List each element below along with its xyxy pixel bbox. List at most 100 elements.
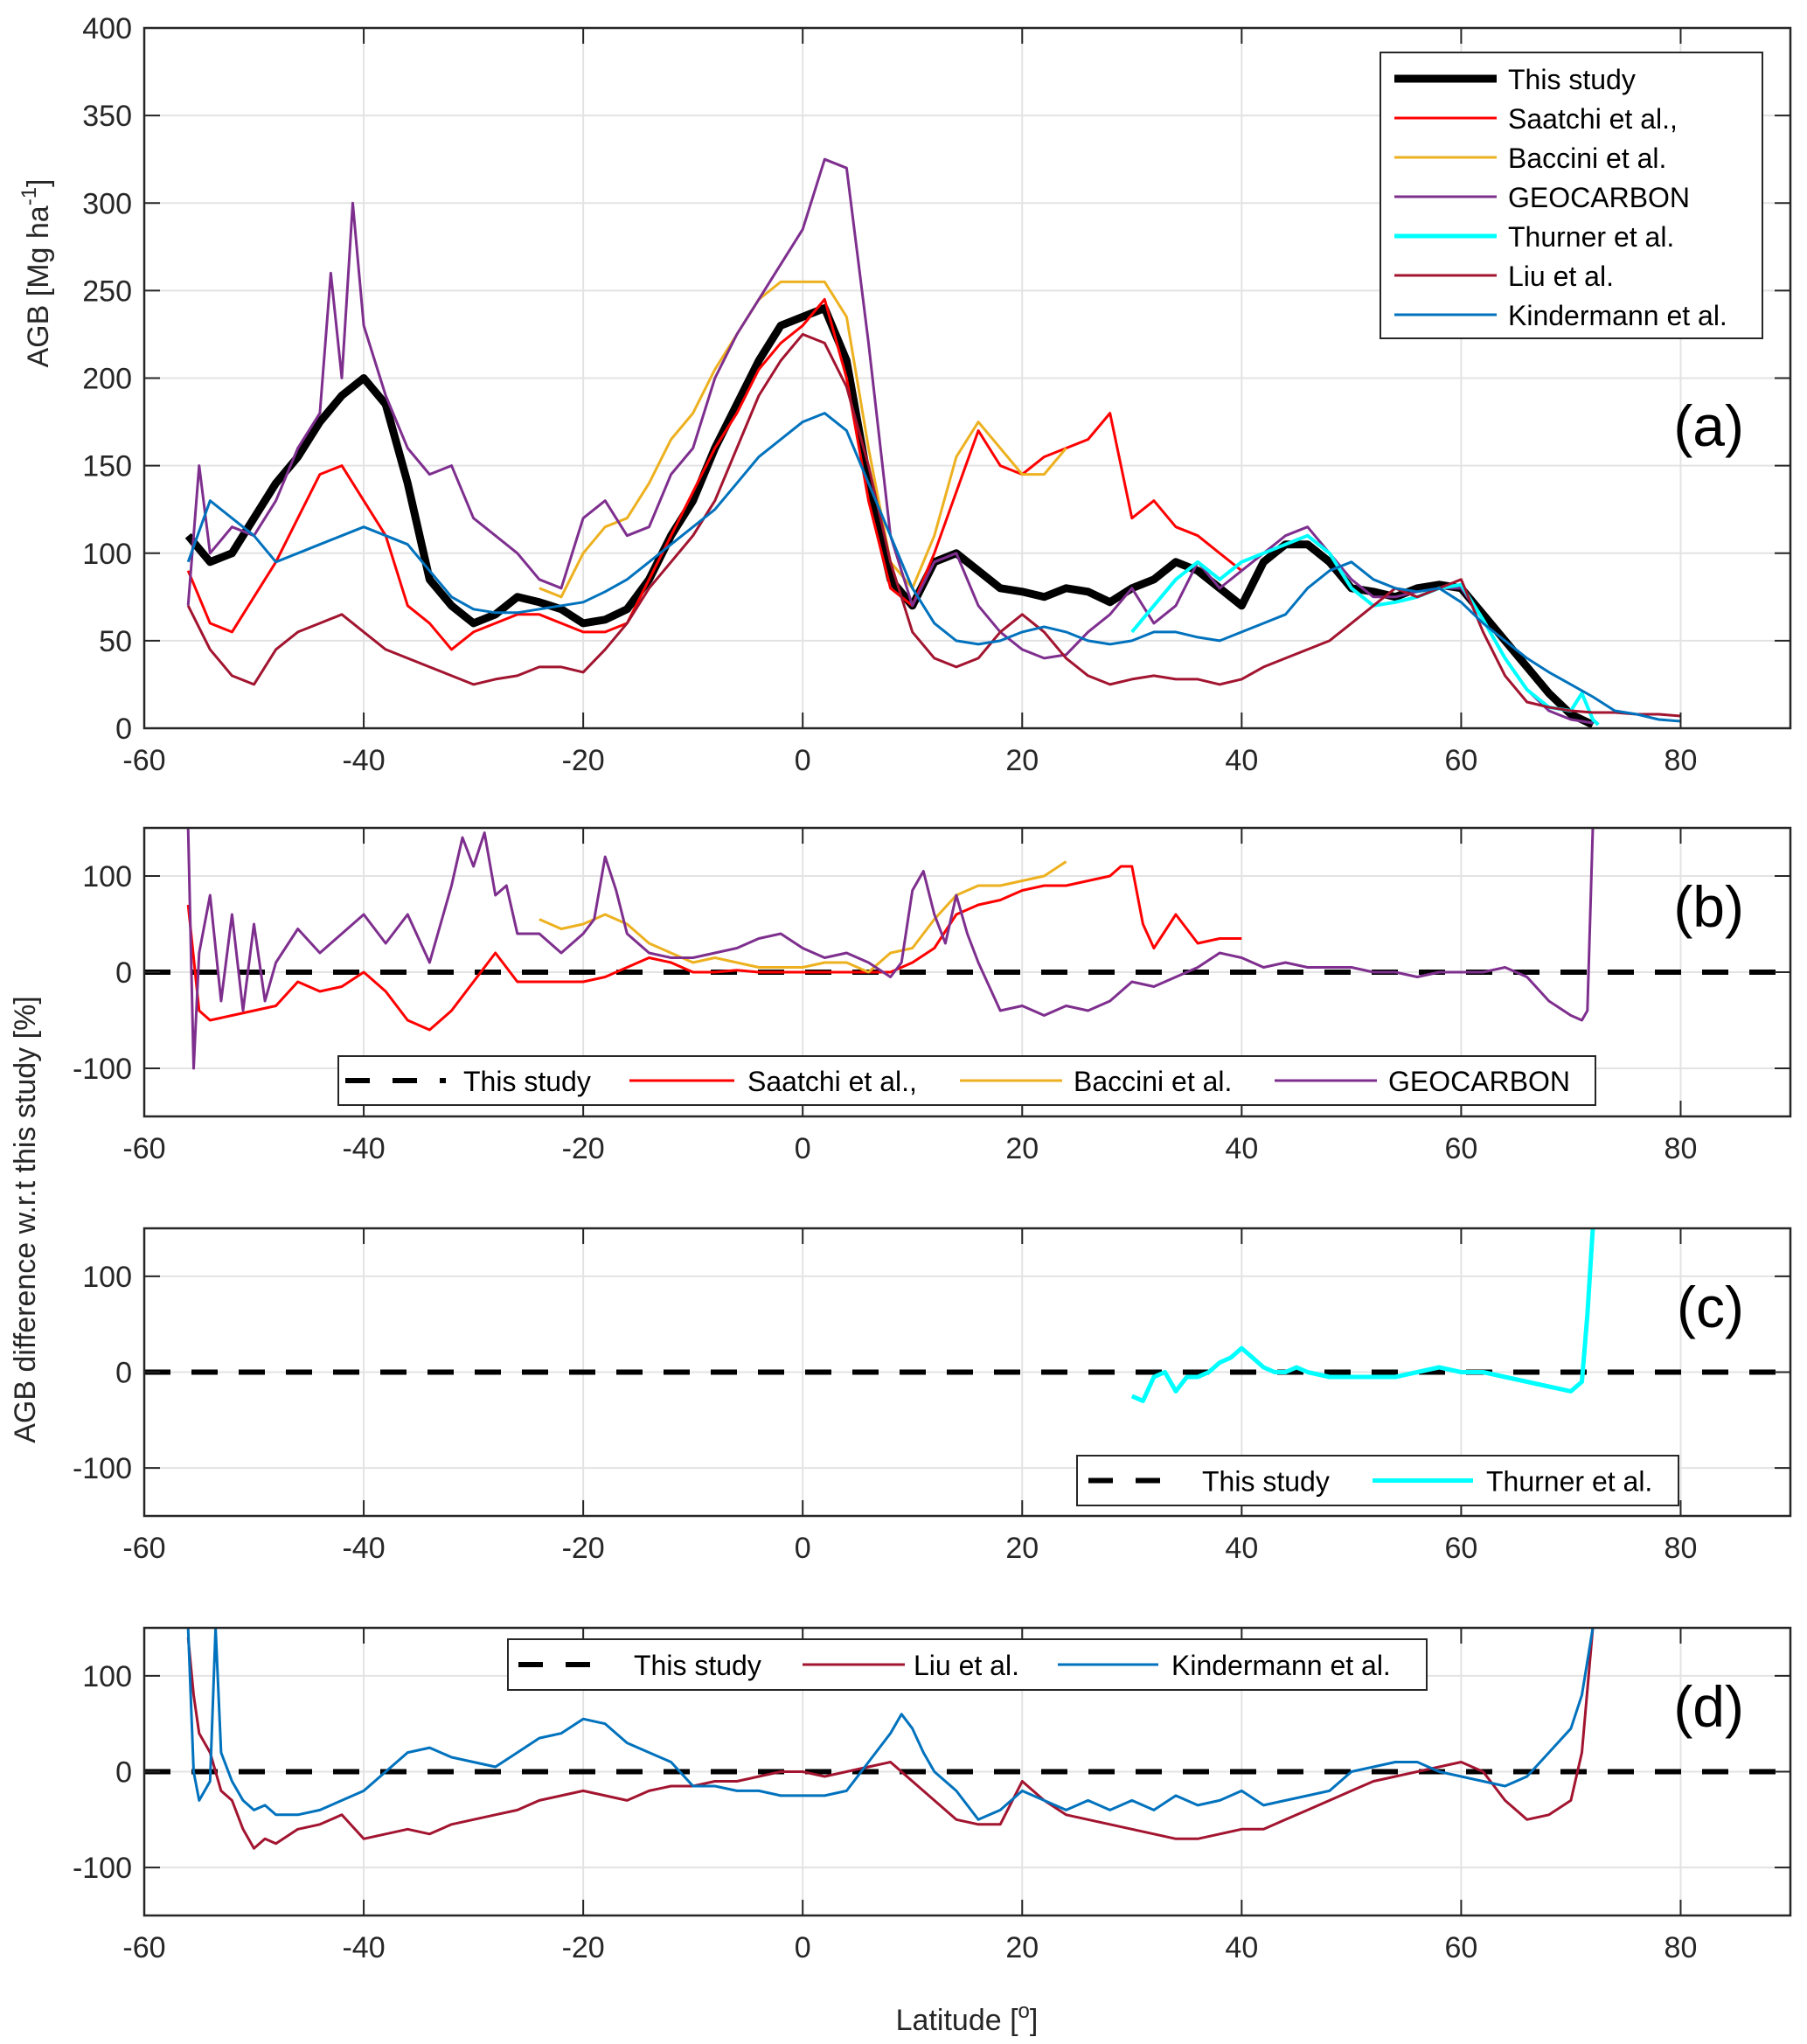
legend-label: Kindermann et al. xyxy=(1171,1650,1391,1681)
y-tick-label: 300 xyxy=(82,187,132,220)
y-tick-label: 100 xyxy=(82,538,132,571)
legend-label: Liu et al. xyxy=(914,1650,1019,1681)
y-tick-label: 100 xyxy=(82,1261,132,1294)
x-tick-label: 80 xyxy=(1665,1532,1698,1565)
x-tick-label: 80 xyxy=(1665,1931,1698,1964)
legend-label: Thurner et al. xyxy=(1486,1466,1652,1498)
legend-label: Baccini et al. xyxy=(1508,143,1666,174)
series-line-this-study xyxy=(184,303,1595,728)
legend-label: Liu et al. xyxy=(1508,261,1614,292)
legend-box xyxy=(507,1638,1428,1691)
x-tick-label: 20 xyxy=(1005,1132,1039,1165)
y-tick-label: 0 xyxy=(115,956,132,990)
x-tick-label: 0 xyxy=(795,744,811,777)
x-tick-label: 0 xyxy=(795,1931,811,1964)
x-tick-label: -40 xyxy=(342,1132,385,1165)
figure-y-axis-label: AGB difference w.r.t this study [%] xyxy=(9,996,42,1443)
legend-d: This study Liu et al. Kindermann et al. xyxy=(507,1638,1428,1691)
x-tick-label: 60 xyxy=(1444,744,1477,777)
x-tick-label: 60 xyxy=(1444,1931,1477,1964)
legend-label: Saatchi et al., xyxy=(1508,103,1678,135)
x-tick-label: -40 xyxy=(342,1931,385,1964)
legend-label: This study xyxy=(1508,64,1636,95)
legend-c: This study Thurner et al. xyxy=(1076,1455,1679,1506)
legend-a: This study Saatchi et al., Baccini et al. G… xyxy=(1380,52,1763,339)
x-tick-label: -60 xyxy=(122,1132,165,1165)
x-tick-label: 20 xyxy=(1005,1931,1039,1964)
panel-tag-d: (d) xyxy=(1673,1674,1744,1739)
x-axis-label-superscript: o xyxy=(1018,1999,1030,2023)
x-axis-label-text: Latitude [ xyxy=(896,2004,1018,2037)
x-tick-label: 40 xyxy=(1225,1132,1258,1165)
panel-tag-a: (a) xyxy=(1673,393,1744,458)
legend-label: This study xyxy=(1202,1466,1330,1498)
y-tick-label: 100 xyxy=(82,860,132,893)
y-tick-label: 50 xyxy=(99,625,132,658)
series-line-geocarbon xyxy=(186,157,1594,725)
y-tick-label: -100 xyxy=(73,1852,132,1885)
legend-label: Saatchi et al., xyxy=(747,1066,917,1097)
series-line-thurner-et-al xyxy=(1130,533,1600,727)
series-line-geocarbon xyxy=(186,828,1595,1070)
y-tick-label: 0 xyxy=(115,713,132,746)
series-group xyxy=(144,1628,1790,1850)
series-line-saatchi-et-al xyxy=(186,297,1243,651)
legend-label: Kindermann et al. xyxy=(1508,300,1727,331)
series-line-kindermann-et-al xyxy=(186,412,1681,723)
legend-label: GEOCARBON xyxy=(1508,182,1690,213)
series-group xyxy=(184,157,1681,728)
legend-label: Thurner et al. xyxy=(1508,221,1674,253)
y-tick-label: 400 xyxy=(82,12,132,45)
y-tick-label: -100 xyxy=(73,1452,132,1485)
y-tick-label: -100 xyxy=(73,1053,132,1086)
series-line-liu-et-al xyxy=(186,332,1681,718)
panel-d: -60 -40 -20 0 20 40 60 80 -100 0 100 (d) This study L… xyxy=(73,1626,1792,1964)
y-axis-label: AGB [Mg ha-1] xyxy=(17,179,55,368)
x-tick-label: -40 xyxy=(342,1532,385,1565)
x-tick-label: -60 xyxy=(122,744,165,777)
series-group xyxy=(144,1228,1790,1403)
legend-label: GEOCARBON xyxy=(1388,1066,1570,1097)
series-line-liu-et-al xyxy=(186,1628,1595,1850)
x-tick-label: 40 xyxy=(1225,1931,1258,1964)
panel-tag-b: (b) xyxy=(1673,874,1744,939)
series-group xyxy=(144,828,1790,1070)
panel-b: -60 -40 -20 0 20 40 60 80 -100 0 100 (b) This study S… xyxy=(73,826,1792,1165)
x-axis-label-bracket: ] xyxy=(1030,2004,1038,2037)
panel-tag-c: (c) xyxy=(1677,1275,1744,1339)
series-line-thurner-et-al xyxy=(1130,1228,1595,1403)
series-line-kindermann-et-al xyxy=(186,1628,1595,1821)
y-tick-label: 150 xyxy=(82,450,132,483)
y-tick-label: 100 xyxy=(82,1660,132,1693)
x-tick-label: 80 xyxy=(1665,1132,1698,1165)
x-tick-label: -60 xyxy=(122,1931,165,1964)
y-tick-label: 0 xyxy=(115,1357,132,1390)
x-tick-label: 80 xyxy=(1665,744,1698,777)
x-tick-label: -20 xyxy=(562,1532,605,1565)
y-tick-label: 350 xyxy=(82,100,132,133)
x-tick-label: -20 xyxy=(562,1132,605,1165)
x-axis-label: Latitude [o] xyxy=(896,1999,1039,2037)
y-tick-label: 200 xyxy=(82,363,132,396)
x-tick-label: 40 xyxy=(1225,744,1258,777)
x-tick-label: 20 xyxy=(1005,744,1039,777)
series-line-baccini-et-al xyxy=(539,860,1067,974)
legend-label: This study xyxy=(634,1650,761,1681)
legend-label: Baccini et al. xyxy=(1074,1066,1232,1097)
y-tick-label: 250 xyxy=(82,275,132,308)
series-line-saatchi-et-al xyxy=(186,865,1242,1032)
x-tick-label: 60 xyxy=(1444,1532,1477,1565)
x-tick-label: 60 xyxy=(1444,1132,1477,1165)
x-tick-label: -60 xyxy=(122,1532,165,1565)
x-tick-label: 0 xyxy=(795,1532,811,1565)
x-tick-label: 40 xyxy=(1225,1532,1258,1565)
y-tick-label: 0 xyxy=(115,1756,132,1790)
legend-b: This study Saatchi et al., Baccini et al. G… xyxy=(337,1055,1596,1106)
x-tick-label: -20 xyxy=(562,744,605,777)
series-line-baccini-et-al xyxy=(539,280,1067,599)
legend-label: This study xyxy=(463,1066,591,1097)
x-tick-label: -40 xyxy=(342,744,385,777)
x-tick-label: 0 xyxy=(795,1132,811,1165)
